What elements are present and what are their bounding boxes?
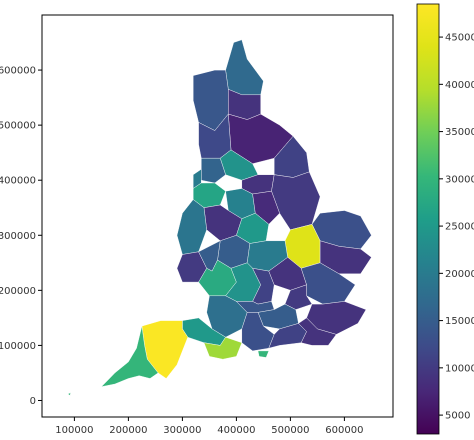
colorbar-tick-label: 40000 <box>445 80 474 91</box>
region-isles-of-scilly <box>67 392 71 396</box>
y-axis: 0 100000 200000 300000 400000 500000 600000 <box>0 66 42 407</box>
colorbar-tick-label: 20000 <box>445 269 474 280</box>
colorbar-tick-label: 15000 <box>445 316 474 327</box>
x-tick-label: 100000 <box>55 425 93 436</box>
region-east-sussex <box>298 317 337 346</box>
x-tick-label: 300000 <box>163 425 201 436</box>
region-dorset <box>203 336 243 360</box>
colorbar-tick-label: 30000 <box>445 174 474 185</box>
x-axis: 100000 200000 300000 400000 500000 600000 <box>55 417 363 436</box>
region-surrey <box>257 303 299 330</box>
colorbar-axis: 5000 10000 15000 20000 25000 30000 35000 40000 4… <box>439 33 474 422</box>
y-tick-label: 500000 <box>0 121 36 132</box>
colorbar-tick-label: 45000 <box>445 33 474 44</box>
regions-layer <box>67 39 372 396</box>
y-tick-label: 100000 <box>0 341 36 352</box>
region-isle-of-wight <box>257 350 270 358</box>
x-tick-label: 600000 <box>325 425 363 436</box>
y-tick-label: 0 <box>30 396 36 407</box>
x-tick-label: 200000 <box>109 425 147 436</box>
x-tick-label: 500000 <box>271 425 309 436</box>
region-nottinghamshire <box>252 190 280 225</box>
region-lincolnshire <box>271 171 321 231</box>
colorbar <box>416 3 440 435</box>
y-tick-label: 600000 <box>0 66 36 77</box>
colorbar-tick-label: 25000 <box>445 222 474 233</box>
colorbar-tick-label: 35000 <box>445 127 474 138</box>
x-tick-label: 400000 <box>217 425 255 436</box>
colorbar-tick-label: 5000 <box>445 411 470 422</box>
y-tick-label: 300000 <box>0 231 36 242</box>
y-tick-label: 200000 <box>0 286 36 297</box>
y-tick-label: 400000 <box>0 176 36 187</box>
colorbar-tick-label: 10000 <box>445 363 474 374</box>
region-cornwall <box>95 326 159 393</box>
